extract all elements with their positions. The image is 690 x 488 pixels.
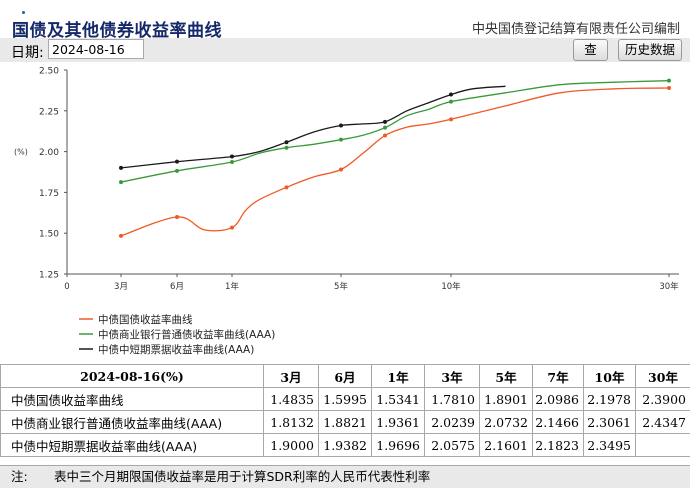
header-6m: 6月 — [319, 365, 372, 388]
legend-label: 中债商业银行普通债收益率曲线(AAA) — [98, 328, 275, 341]
publisher-label: 中央国债登记结算有限责任公司编制 — [472, 18, 680, 37]
header-date: 2024-08-16(%) — [1, 365, 264, 388]
cell-value: 2.0575 — [425, 434, 480, 457]
x-tick-label: 1年 — [225, 281, 239, 292]
series-point-1 — [667, 79, 671, 83]
history-data-button[interactable]: 历史数据 — [618, 39, 682, 61]
series-point-1 — [119, 180, 123, 184]
series-point-0 — [285, 185, 289, 189]
query-button[interactable]: 查询 — [573, 39, 608, 61]
cell-value: 2.1466 — [533, 411, 584, 434]
legend-label: 中债中短期票据收益率曲线(AAA) — [98, 343, 254, 356]
cell-value: 2.0986 — [533, 388, 584, 411]
cell-value: 1.9696 — [372, 434, 425, 457]
series-point-0 — [339, 168, 343, 172]
y-tick-label: 2.50 — [39, 67, 59, 77]
y-axis-label: (%) — [14, 148, 28, 157]
cell-value — [636, 434, 690, 457]
footnote-label: 注: — [11, 466, 28, 488]
series-point-0 — [667, 86, 671, 90]
cell-value: 1.5995 — [319, 388, 372, 411]
footnote-bar: 注: 表中三个月期限国债收益率是用于计算SDR利率的人民币代表性利率 — [0, 465, 690, 488]
decorative-dot — [22, 11, 25, 14]
series-point-2 — [119, 166, 123, 170]
cell-value: 1.9361 — [372, 411, 425, 434]
cell-value: 1.9382 — [319, 434, 372, 457]
series-point-2 — [175, 160, 179, 164]
query-bar: 日期: 2024-08-16 查询 历史数据 — [0, 38, 690, 62]
series-point-0 — [230, 226, 234, 230]
series-point-2 — [339, 123, 343, 127]
cell-value: 2.3495 — [584, 434, 636, 457]
series-point-0 — [449, 117, 453, 121]
footnote-text: 表中三个月期限国债收益率是用于计算SDR利率的人民币代表性利率 — [54, 466, 430, 488]
cell-value: 1.4835 — [264, 388, 319, 411]
table-row: 中债国债收益率曲线 1.4835 1.5995 1.5341 1.7810 1.… — [1, 388, 690, 411]
cell-value: 2.0239 — [425, 411, 480, 434]
yield-table: 2024-08-16(%) 3月 6月 1年 3年 5年 7年 10年 30年 … — [0, 364, 690, 457]
cell-value: 2.0732 — [480, 411, 533, 434]
series-point-2 — [449, 93, 453, 97]
header-3m: 3月 — [264, 365, 319, 388]
y-tick-label: 1.75 — [39, 189, 59, 199]
y-tick-label: 2.25 — [39, 107, 59, 117]
date-label: 日期: — [11, 42, 44, 62]
legend-label: 中债国债收益率曲线 — [98, 313, 193, 326]
series-point-0 — [175, 215, 179, 219]
x-tick-label: 5年 — [334, 281, 348, 292]
cell-value: 1.7810 — [425, 388, 480, 411]
y-tick-label: 2.00 — [39, 148, 59, 158]
table-row: 中债中短期票据收益率曲线(AAA) 1.9000 1.9382 1.9696 2… — [1, 434, 690, 457]
y-tick-label: 1.25 — [39, 271, 59, 281]
series-point-1 — [449, 100, 453, 104]
chart-svg: 2.50 2.25 2.00 1.75 1.50 1.25 (%) 0 3月 6月 1年 5年 10年 3… — [0, 62, 690, 364]
x-tick-label: 0 — [64, 282, 69, 292]
series-point-1 — [339, 138, 343, 142]
row-name: 中债中短期票据收益率曲线(AAA) — [1, 434, 264, 457]
x-tick-label: 6月 — [170, 282, 184, 292]
header-30y: 30年 — [636, 365, 690, 388]
series-point-2 — [383, 120, 387, 124]
header-3y: 3年 — [425, 365, 480, 388]
series-point-1 — [175, 169, 179, 173]
date-input[interactable]: 2024-08-16 — [48, 39, 144, 59]
header-5y: 5年 — [480, 365, 533, 388]
cell-value: 2.3900 — [636, 388, 690, 411]
cell-value: 2.1823 — [533, 434, 584, 457]
series-line-0 — [121, 88, 669, 236]
x-tick-label: 3月 — [114, 282, 128, 292]
table-row: 中债商业银行普通债收益率曲线(AAA) 1.8132 1.8821 1.9361… — [1, 411, 690, 434]
cell-value: 1.8821 — [319, 411, 372, 434]
x-tick-label: 10年 — [441, 281, 461, 292]
y-tick-label: 1.50 — [39, 230, 59, 240]
series-point-2 — [230, 155, 234, 159]
series-point-1 — [383, 126, 387, 130]
series-point-1 — [230, 160, 234, 164]
series-line-2 — [121, 86, 506, 168]
series-point-2 — [285, 140, 289, 144]
series-point-0 — [119, 234, 123, 238]
cell-value: 1.9000 — [264, 434, 319, 457]
yield-curve-chart: 2.50 2.25 2.00 1.75 1.50 1.25 (%) 0 3月 6月 1年 5年 10年 3… — [0, 62, 690, 364]
header-10y: 10年 — [584, 365, 636, 388]
cell-value: 1.8132 — [264, 411, 319, 434]
cell-value: 2.3061 — [584, 411, 636, 434]
cell-value: 2.1601 — [480, 434, 533, 457]
title-bar: 国债及其他债券收益率曲线 中央国债登记结算有限责任公司编制 — [0, 0, 690, 38]
header-1y: 1年 — [372, 365, 425, 388]
row-name: 中债国债收益率曲线 — [1, 388, 264, 411]
table-header-row: 2024-08-16(%) 3月 6月 1年 3年 5年 7年 10年 30年 — [1, 365, 690, 388]
cell-value: 2.4347 — [636, 411, 690, 434]
cell-value: 2.1978 — [584, 388, 636, 411]
cell-value: 1.5341 — [372, 388, 425, 411]
cell-value: 1.8901 — [480, 388, 533, 411]
x-tick-label: 30年 — [659, 281, 679, 292]
row-name: 中债商业银行普通债收益率曲线(AAA) — [1, 411, 264, 434]
series-point-1 — [285, 146, 289, 150]
series-point-0 — [383, 134, 387, 138]
header-7y: 7年 — [533, 365, 584, 388]
